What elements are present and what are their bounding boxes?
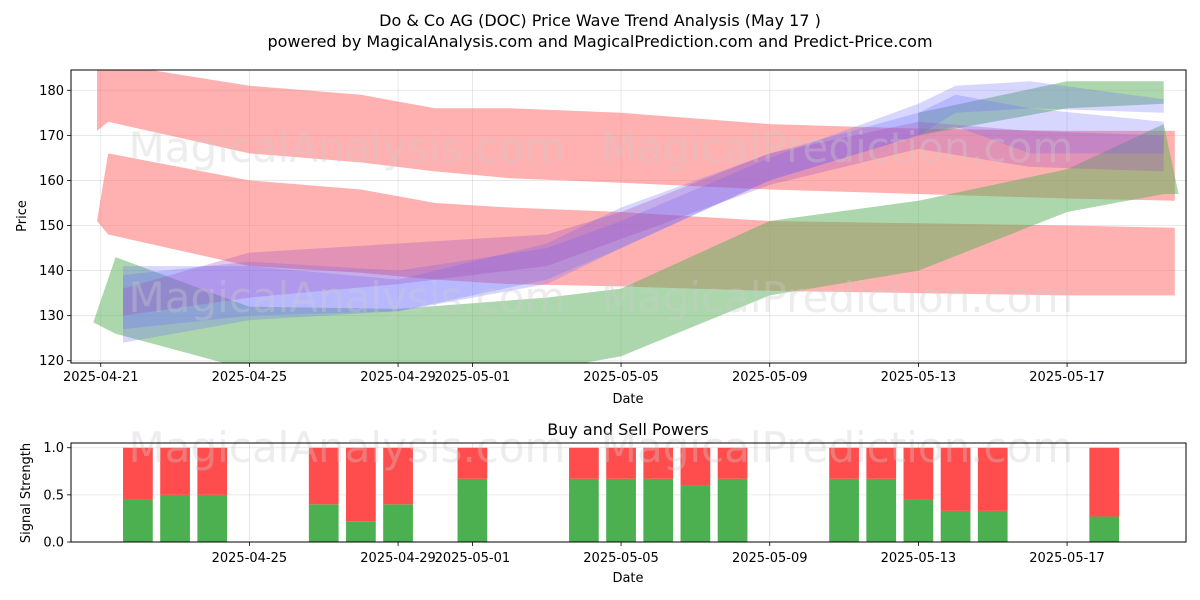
price-y-tick-label: 150 [39, 219, 64, 234]
sell-bar [643, 447, 674, 479]
blue-wave-1 [123, 94, 1164, 330]
chart-subtitle: powered by MagicalAnalysis.com and Magic… [267, 32, 932, 51]
power-y-label: Signal Strength [19, 443, 34, 543]
power-chart-title: Buy and Sell Powers [547, 420, 709, 439]
chart-title: Do & Co AG (DOC) Price Wave Trend Analys… [379, 11, 821, 30]
price-y-tick-label: 140 [39, 264, 64, 279]
sell-bar [903, 447, 934, 500]
power-axes-frame [70, 442, 1187, 543]
price-x-label: Date [612, 392, 643, 407]
power-x-tick-label: 2025-05-05 [583, 551, 659, 566]
power-y-tick-label: 0.5 [43, 488, 64, 503]
price-y-label: Price [15, 200, 30, 232]
buy-bar [123, 499, 153, 542]
power-x-tick-label: 2025-04-29 [360, 551, 436, 566]
buy-bar [717, 478, 748, 542]
watermark-bottom-right: MagicalPrediction.com [601, 423, 1074, 472]
sell-bar [308, 447, 339, 505]
buy-bar [197, 494, 228, 542]
buy-bar [569, 478, 599, 542]
power-x-tick-label: 2025-05-17 [1029, 551, 1105, 566]
price-x-tick-label: 2025-05-13 [881, 370, 957, 385]
sell-bar [346, 447, 376, 522]
price-y-tick-label: 130 [39, 309, 64, 324]
sell-bar [569, 447, 599, 479]
buy-bar [903, 499, 934, 542]
buy-bar [643, 478, 674, 542]
power-x-tick-label: 2025-04-25 [212, 551, 288, 566]
sell-bar [1089, 447, 1120, 517]
price-bands [93, 70, 1179, 363]
red-band-upper [97, 70, 1175, 201]
buy-bar [606, 478, 636, 542]
buy-bar [680, 485, 711, 542]
sell-bar [680, 447, 711, 486]
power-x-tick-label: 2025-05-09 [732, 551, 808, 566]
buy-bar [383, 504, 413, 542]
price-x-tick-label: 2025-05-01 [435, 370, 511, 385]
buy-bar [977, 510, 1008, 542]
power-chart: Buy and Sell Powers MagicalAnalysis.com … [19, 420, 1187, 586]
price-axes-frame [70, 69, 1187, 364]
purple-wave [123, 121, 1164, 316]
buy-bar [457, 478, 488, 542]
sell-bar [383, 447, 413, 505]
power-y-tick-label: 1.0 [43, 441, 64, 456]
green-band-rising [93, 124, 1179, 363]
buy-bar [1089, 516, 1120, 542]
buy-bar [940, 510, 971, 542]
power-x-label: Date [612, 571, 643, 586]
buy-bar [866, 478, 897, 542]
watermark-top-left: MagicalAnalysis.com [129, 123, 566, 172]
price-x-tick-label: 2025-05-09 [732, 370, 808, 385]
power-y-ticks: 0.0 0.5 1.0 [43, 441, 71, 551]
sell-bar [977, 447, 1008, 511]
blue-wave-2 [123, 81, 1164, 343]
sell-bar [606, 447, 636, 479]
price-x-ticks: 2025-04-21 2025-04-25 2025-04-292025-05-01… [63, 363, 1105, 385]
power-x-tick-label: 2025-05-01 [435, 551, 511, 566]
sell-bar [123, 447, 153, 500]
watermark-top-right: MagicalPrediction.com [601, 123, 1074, 172]
price-x-tick-label: 2025-05-05 [583, 370, 659, 385]
buy-bar [829, 478, 859, 542]
watermark-mid-left: MagicalAnalysis.com [129, 273, 566, 322]
price-chart: MagicalAnalysis.com MagicalPrediction.co… [15, 69, 1187, 407]
price-x-tick-label: 2025-04-25 [212, 370, 288, 385]
price-y-tick-label: 120 [39, 354, 64, 369]
buy-bar [160, 494, 190, 542]
price-y-tick-label: 170 [39, 129, 64, 144]
price-y-tick-label: 180 [39, 84, 64, 99]
sell-bar [160, 447, 190, 495]
power-x-tick-label: 2025-05-13 [881, 551, 957, 566]
sell-bar [829, 447, 859, 479]
sell-bar [717, 447, 748, 479]
price-x-tick-label: 2025-04-29 [360, 370, 436, 385]
watermark-mid-right: MagicalPrediction.com [601, 273, 1074, 322]
buy-bar [346, 521, 376, 542]
power-bars [123, 447, 1120, 542]
sell-bar [197, 447, 228, 495]
price-y-tick-label: 160 [39, 174, 64, 189]
price-x-tick-label: 2025-05-17 [1029, 370, 1105, 385]
sell-bar [457, 447, 488, 479]
watermark-bottom-left: MagicalAnalysis.com [129, 423, 566, 472]
price-x-tick-label: 2025-04-21 [63, 370, 139, 385]
price-y-ticks: 120 130 140 150 160 170 180 [39, 84, 71, 369]
power-y-tick-label: 0.0 [43, 536, 64, 551]
sell-bar [940, 447, 971, 511]
sell-bar [866, 447, 897, 479]
green-band-top [918, 81, 1164, 136]
buy-bar [308, 504, 339, 542]
